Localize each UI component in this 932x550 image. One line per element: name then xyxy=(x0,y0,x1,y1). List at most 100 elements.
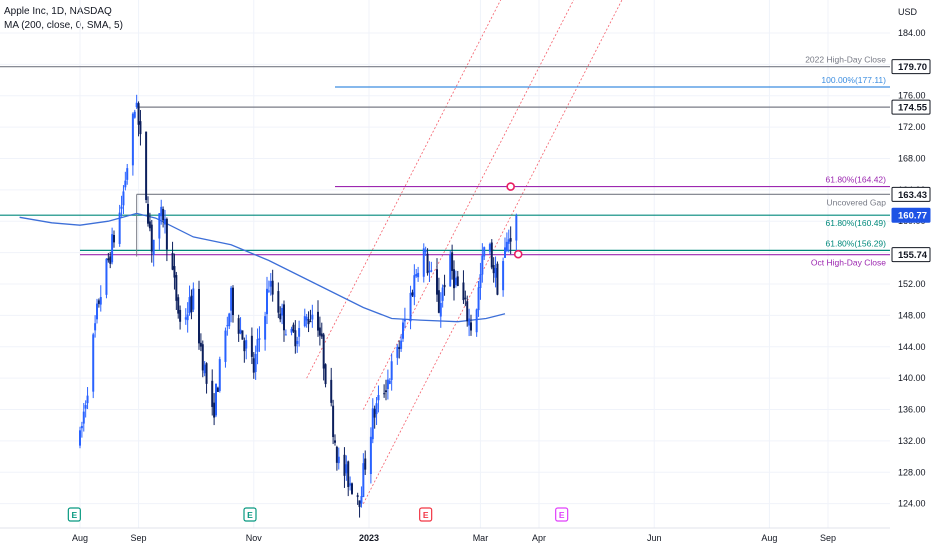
candle-body xyxy=(398,347,401,350)
candle-body xyxy=(171,253,174,270)
earnings-badge xyxy=(243,507,257,522)
candle-body xyxy=(80,425,83,429)
candle-body xyxy=(165,218,168,250)
candle-body xyxy=(284,334,287,336)
price-tick-label: 136.00 xyxy=(898,405,926,415)
candle-body xyxy=(179,309,182,322)
indicator-label[interactable]: MA (200, close, 0, SMA, 5) xyxy=(4,20,123,31)
earnings-label: E xyxy=(423,510,429,520)
candle-body xyxy=(360,496,363,504)
candle-body xyxy=(494,267,497,278)
price-badge-label: 174.55 xyxy=(898,103,928,114)
level-marker xyxy=(506,182,515,191)
candle-body xyxy=(192,288,195,310)
candle-body xyxy=(317,311,319,331)
candle-body xyxy=(228,313,231,327)
candle-body xyxy=(441,287,444,301)
candle-body xyxy=(131,113,134,166)
candle-body xyxy=(356,495,359,497)
price-tick-label: 124.00 xyxy=(898,499,926,509)
candle-body xyxy=(426,253,429,274)
candle-body xyxy=(507,239,510,244)
price-badge-label: 179.70 xyxy=(898,62,927,73)
price-axis-bg xyxy=(890,0,932,550)
candle-body xyxy=(464,297,467,299)
candle-body xyxy=(453,269,455,289)
candle-body xyxy=(283,304,285,331)
earnings-badge xyxy=(419,507,433,522)
candle-body xyxy=(369,436,372,474)
candle-body xyxy=(135,102,138,108)
earnings-badge xyxy=(555,507,569,522)
candle-body xyxy=(279,313,282,320)
time-tick-label: Aug xyxy=(72,533,88,543)
candles xyxy=(79,94,518,518)
candle-body xyxy=(216,387,219,392)
earnings-event[interactable]: E xyxy=(243,507,257,522)
candle-body xyxy=(266,288,268,315)
candle-body xyxy=(105,258,108,295)
candle-body xyxy=(409,292,412,322)
candle-body xyxy=(177,297,180,314)
candle-body xyxy=(335,446,338,463)
candle-body xyxy=(111,234,114,263)
candle-body xyxy=(201,344,204,371)
candle-body xyxy=(403,319,406,322)
candle-body xyxy=(148,221,151,229)
candle-body xyxy=(271,280,274,295)
earnings-event[interactable]: E xyxy=(555,507,569,522)
candle-body xyxy=(347,461,350,487)
candle-body xyxy=(451,252,454,271)
candle-body xyxy=(211,380,214,407)
candle-body xyxy=(362,463,365,497)
candle-body xyxy=(349,483,352,486)
candle-body xyxy=(230,287,233,311)
candle-body xyxy=(237,318,240,334)
candle-body xyxy=(479,274,482,288)
candle-body xyxy=(411,292,414,296)
candle-body xyxy=(133,111,136,118)
candle-body xyxy=(383,393,386,395)
symbol-title[interactable]: Apple Inc, 1D, NASDAQ xyxy=(4,6,112,17)
earnings-event[interactable]: E xyxy=(67,507,81,522)
price-badge xyxy=(891,207,931,223)
channel-lines xyxy=(306,0,623,504)
earnings-event[interactable]: E xyxy=(419,507,433,522)
candle-body xyxy=(92,334,95,392)
candle-body xyxy=(413,275,416,298)
price-tick-label: 152.00 xyxy=(898,279,926,289)
candle-body xyxy=(250,335,253,357)
candle-body xyxy=(232,287,234,316)
candle-body xyxy=(290,328,293,333)
candle-body xyxy=(205,363,208,384)
candle-body xyxy=(126,168,129,180)
candle-body xyxy=(264,316,267,340)
candle-body xyxy=(292,324,295,332)
candle-body xyxy=(502,261,505,291)
channel-line xyxy=(362,0,623,504)
level-label: 61.80%(160.49) xyxy=(826,218,887,228)
candle-body xyxy=(175,275,178,301)
candle-body xyxy=(218,359,221,391)
candle-body xyxy=(466,301,469,322)
candle-body xyxy=(364,458,367,470)
candle-body xyxy=(107,258,110,261)
candle-body xyxy=(243,340,246,352)
candle-body xyxy=(99,297,102,305)
candle-body xyxy=(120,206,123,209)
currency-label: USD xyxy=(898,7,918,17)
candle-body xyxy=(190,295,193,313)
time-tick-label: Apr xyxy=(532,533,546,543)
candle-body xyxy=(509,238,512,242)
candle-body xyxy=(150,224,153,252)
candle-body xyxy=(224,330,227,362)
candle-body xyxy=(422,248,425,277)
grid xyxy=(0,0,890,528)
candle-body xyxy=(164,218,166,225)
candle-body xyxy=(296,341,299,344)
candle-body xyxy=(332,405,335,438)
price-badge-label: 163.43 xyxy=(898,190,927,201)
candle-body xyxy=(396,346,399,358)
candle-body xyxy=(462,282,465,301)
